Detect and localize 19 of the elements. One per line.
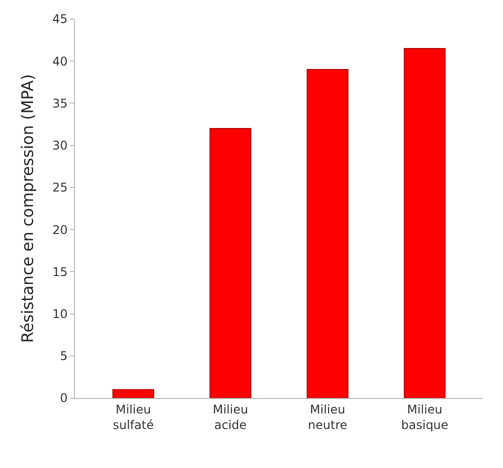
y-tick-label: 25 (52, 180, 68, 195)
y-tick-label: 40 (52, 54, 68, 68)
x-tick-label: Milieu neutre (308, 402, 348, 432)
y-tick-label: 15 (52, 264, 68, 279)
x-tick-label: Milieu acide (212, 402, 248, 432)
y-tick-label: 10 (52, 306, 68, 321)
y-tick-label: 5 (60, 349, 68, 364)
bar (210, 128, 252, 398)
y-tick-label: 45 (52, 12, 68, 26)
bar (112, 389, 154, 398)
y-tick-label: 30 (52, 138, 68, 153)
bar (306, 69, 348, 398)
x-tick-label: Milieu sulfaté (112, 402, 154, 432)
y-tick-label: 0 (60, 391, 68, 406)
y-axis-title: Résistance en compression (MPA) (18, 74, 37, 343)
x-tick-label: Milieu basique (401, 402, 448, 432)
y-tick-label: 35 (52, 96, 68, 110)
bar (404, 48, 446, 398)
y-tick-label: 20 (52, 222, 68, 237)
